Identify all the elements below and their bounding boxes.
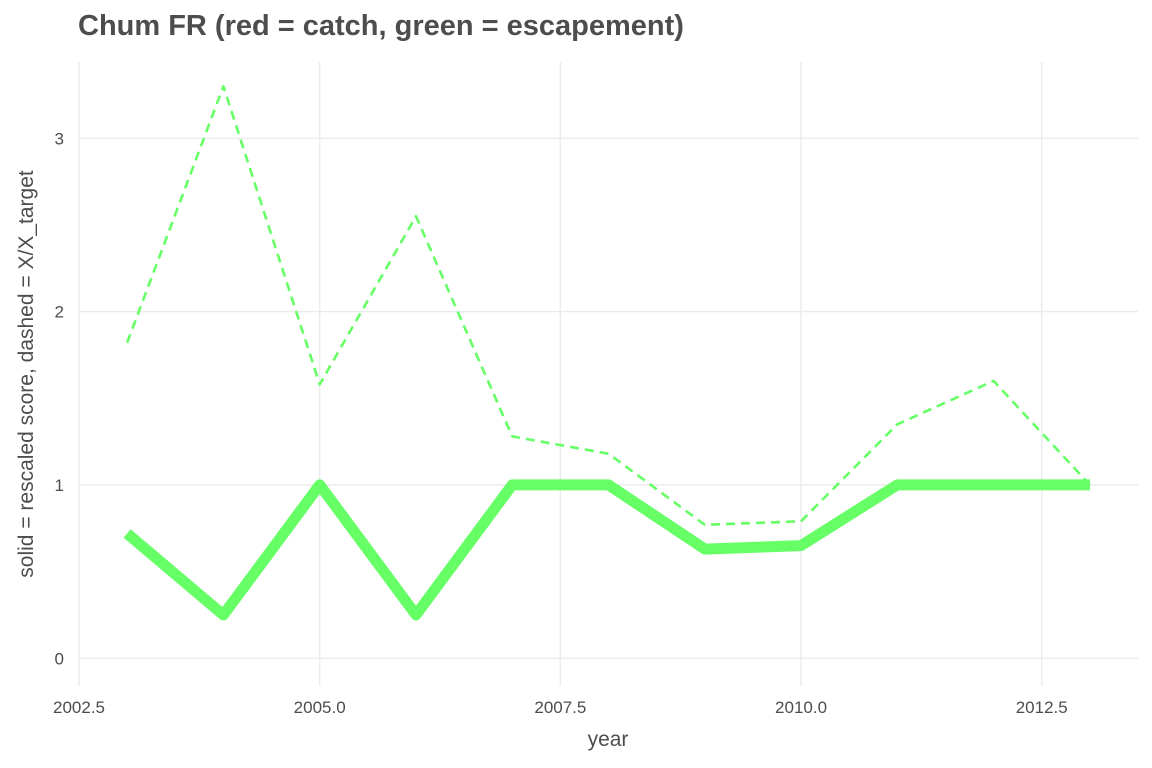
x-tick-label: 2005.0: [294, 698, 346, 717]
solid-series-line: [123, 479, 1090, 621]
chart-title: Chum FR (red = catch, green = escapement…: [78, 10, 684, 42]
x-tick-label: 2012.5: [1016, 698, 1068, 717]
series-layer: [123, 85, 1091, 621]
dashed-series-line: [125, 85, 1091, 527]
x-tick-label: 2010.0: [775, 698, 827, 717]
y-tick-label: 1: [55, 476, 64, 495]
tick-layer: 2002.5 2005.0 2007.5 2010.0 2012.5 0 1 2 3: [53, 129, 1068, 717]
x-axis-title: year: [588, 728, 629, 751]
y-axis-title: solid = rescaled score, dashed = X/X_tar…: [15, 170, 38, 578]
y-tick-label: 2: [55, 303, 64, 322]
y-tick-label: 0: [55, 649, 64, 668]
x-tick-label: 2002.5: [53, 698, 105, 717]
x-tick-label: 2007.5: [534, 698, 586, 717]
y-tick-label: 3: [55, 129, 64, 148]
